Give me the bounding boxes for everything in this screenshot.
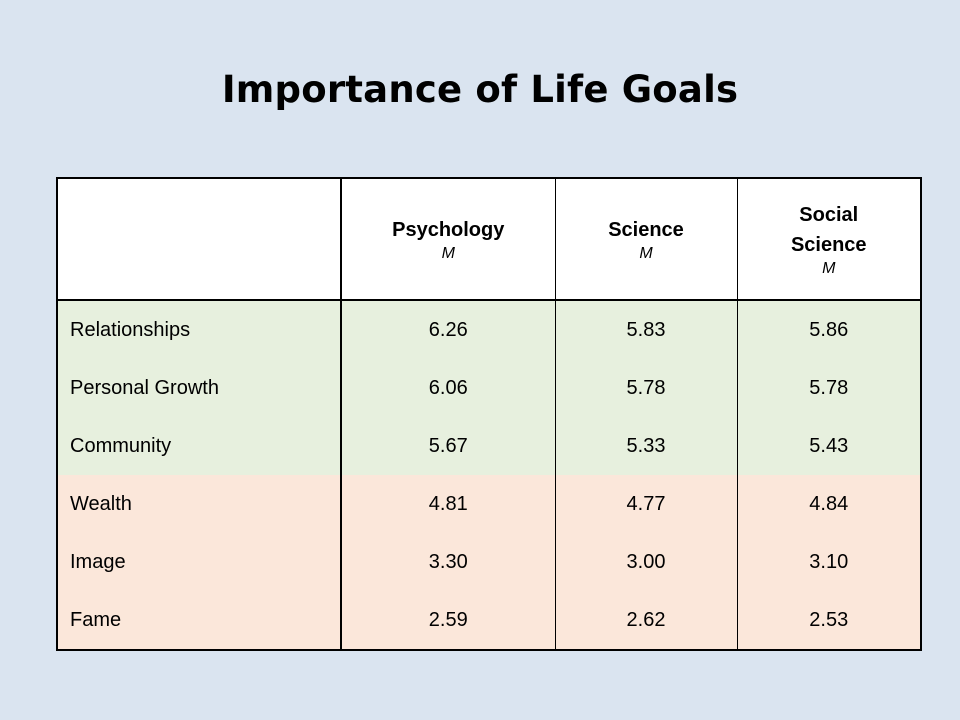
column-label: Social Science xyxy=(790,204,867,256)
page-title: Importance of Life Goals xyxy=(221,68,739,111)
row-label: Wealth xyxy=(57,475,342,533)
header-science: Science M xyxy=(555,178,738,301)
cell-psychology: 5.67 xyxy=(341,417,556,475)
row-label: Fame xyxy=(57,591,342,650)
life-goals-table: Psychology M Science M Social Science M … xyxy=(56,177,922,651)
table-row: Fame 2.59 2.62 2.53 xyxy=(57,591,921,650)
header-empty-cell xyxy=(57,178,342,301)
cell-science: 4.77 xyxy=(555,475,738,533)
cell-psychology: 6.06 xyxy=(341,359,556,417)
cell-science: 5.33 xyxy=(555,417,738,475)
row-label: Relationships xyxy=(57,300,342,359)
table-row: Relationships 6.26 5.83 5.86 xyxy=(57,300,921,359)
cell-psychology: 6.26 xyxy=(341,300,556,359)
cell-science: 3.00 xyxy=(555,533,738,591)
cell-science: 5.78 xyxy=(555,359,738,417)
column-sublabel: M xyxy=(441,245,455,262)
cell-psychology: 3.30 xyxy=(341,533,556,591)
cell-social-science: 3.10 xyxy=(737,533,921,591)
cell-social-science: 5.78 xyxy=(737,359,921,417)
table-row: Image 3.30 3.00 3.10 xyxy=(57,533,921,591)
table-row: Wealth 4.81 4.77 4.84 xyxy=(57,475,921,533)
row-label: Community xyxy=(57,417,342,475)
column-label: Psychology xyxy=(392,219,505,241)
cell-psychology: 4.81 xyxy=(341,475,556,533)
header-social-science: Social Science M xyxy=(737,178,921,301)
cell-psychology: 2.59 xyxy=(341,591,556,650)
table-row: Personal Growth 6.06 5.78 5.78 xyxy=(57,359,921,417)
cell-science: 2.62 xyxy=(555,591,738,650)
header-psychology: Psychology M xyxy=(341,178,556,301)
row-label: Personal Growth xyxy=(57,359,342,417)
table-row: Community 5.67 5.33 5.43 xyxy=(57,417,921,475)
table-header-row: Psychology M Science M Social Science M xyxy=(57,178,921,301)
row-label: Image xyxy=(57,533,342,591)
cell-science: 5.83 xyxy=(555,300,738,359)
cell-social-science: 2.53 xyxy=(737,591,921,650)
column-sublabel: M xyxy=(822,260,836,277)
cell-social-science: 5.43 xyxy=(737,417,921,475)
column-sublabel: M xyxy=(639,245,653,262)
cell-social-science: 4.84 xyxy=(737,475,921,533)
cell-social-science: 5.86 xyxy=(737,300,921,359)
column-label: Science xyxy=(608,219,684,241)
